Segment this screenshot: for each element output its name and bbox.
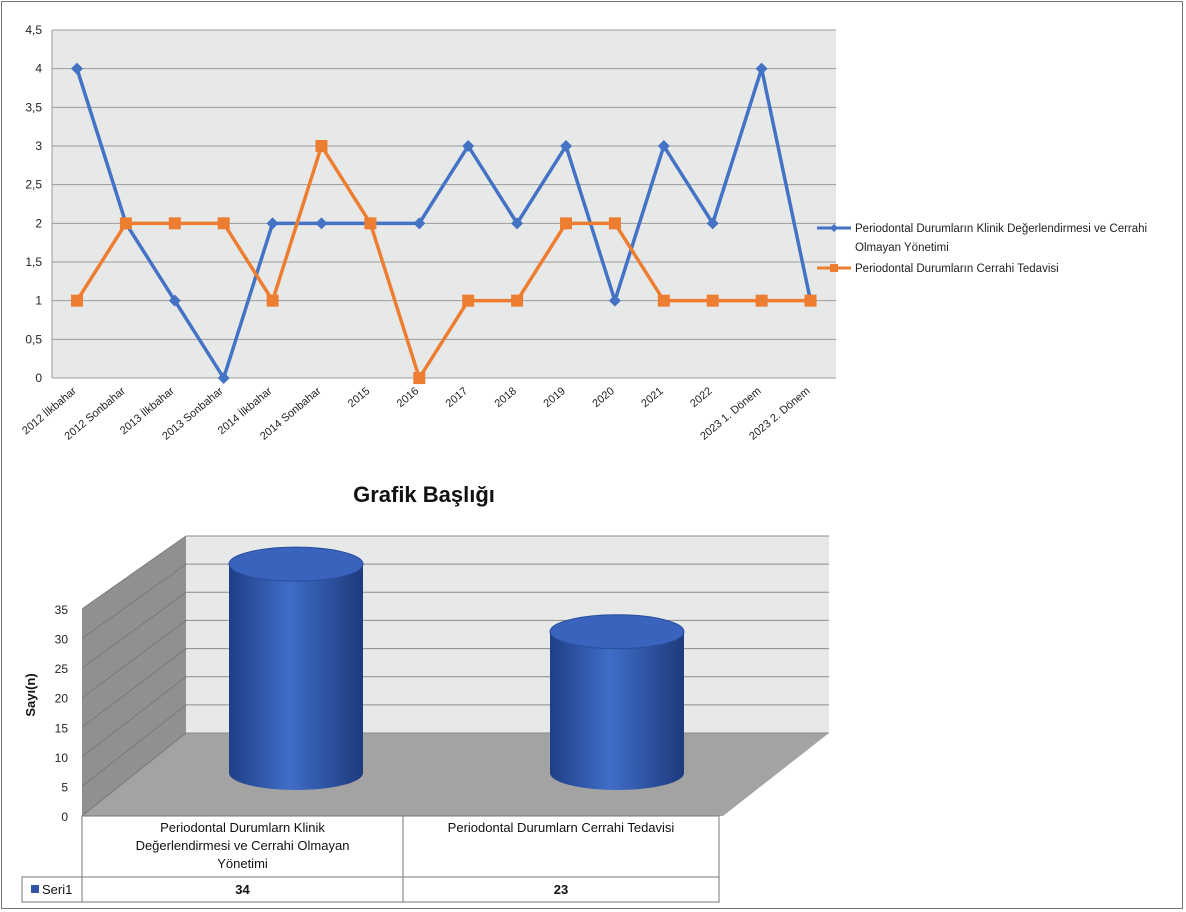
y-tick-label: 30 — [55, 633, 69, 647]
chart-title: Grafik Başlığı — [353, 482, 495, 507]
y-tick-label: 20 — [55, 692, 69, 706]
cylinder-bar — [550, 631, 684, 790]
side-gridline — [81, 648, 187, 728]
y-tick-label: 0 — [35, 371, 42, 385]
side-gridline — [81, 620, 187, 699]
table-data-row — [21, 876, 720, 903]
floor — [82, 733, 829, 816]
series-line-2 — [75, 144, 811, 380]
y-tick-label: 0 — [61, 810, 68, 824]
category-label: Periodontal Durumlarn Cerrahi Tedavisi — [448, 820, 675, 835]
y-tick-label: 3 — [35, 139, 42, 153]
series-1-point — [706, 217, 719, 230]
side-wall — [82, 536, 186, 816]
series-2-point — [511, 294, 524, 307]
series-1-point — [71, 62, 83, 75]
series-1-point — [217, 372, 230, 384]
series-2-point — [462, 294, 475, 307]
series-1-point — [608, 294, 621, 307]
series-2-point — [804, 294, 817, 307]
legend-label: Olmayan Yönetimi — [855, 242, 949, 254]
category-label: Yönetimi — [217, 856, 268, 871]
series-1-point — [413, 217, 426, 230]
series-2-point — [657, 294, 670, 307]
y-tick-label: 35 — [55, 603, 69, 617]
cylinder-top — [228, 546, 364, 582]
legend-marker — [830, 264, 838, 272]
y-tick-label: 10 — [55, 751, 69, 765]
y-tick-label: 1 — [35, 294, 42, 308]
table-header-row — [81, 815, 720, 878]
table-value: 34 — [235, 882, 250, 897]
cylinder-top — [549, 614, 685, 650]
y-tick-label: 25 — [55, 662, 69, 676]
series-2-point — [119, 217, 132, 230]
series-2-point — [71, 294, 83, 307]
x-tick-label: 2020 — [590, 385, 616, 410]
series-1-point — [168, 294, 181, 307]
cylinder-bar — [229, 564, 363, 790]
series-1-point — [266, 217, 279, 230]
x-tick-label: 2015 — [346, 385, 372, 410]
y-tick-label: 5 — [61, 780, 68, 794]
series-1-point — [462, 140, 475, 152]
x-tick-label: 2016 — [395, 385, 421, 410]
y-tick-label: 3,5 — [25, 100, 42, 114]
y-tick-label: 4,5 — [25, 23, 42, 37]
x-tick-label: 2018 — [493, 385, 519, 410]
legend-key-seri1 — [31, 885, 39, 893]
row-label-seri1: Seri1 — [42, 882, 72, 897]
series-1-point — [511, 217, 524, 230]
side-gridline — [81, 676, 187, 758]
x-tick-label: 2022 — [688, 385, 714, 410]
side-gridline — [81, 732, 187, 817]
side-gridline — [81, 704, 187, 787]
bar-chart: Grafik Başlığı 0 5 10 15 20 25 30 35 Sayı(n) Perio… — [21, 482, 829, 903]
series-2-point — [413, 372, 426, 384]
series-2-point — [755, 294, 768, 307]
series-2-point — [217, 217, 230, 230]
series-2-point — [608, 217, 621, 230]
series-2-point — [266, 294, 279, 307]
y-tick-label: 0,5 — [25, 332, 42, 346]
table-value: 23 — [554, 882, 568, 897]
series-2-point — [560, 217, 572, 230]
series-1-point — [315, 217, 328, 230]
x-tick-label: 2021 — [639, 385, 665, 410]
legend-label: Periodontal Durumların Klinik Değerlendi… — [855, 223, 1147, 235]
side-gridline — [81, 563, 187, 639]
y-tick-label: 1,5 — [25, 255, 42, 269]
plot-area — [52, 30, 836, 378]
legend-marker — [830, 224, 838, 232]
y-tick-label: 2 — [35, 216, 42, 230]
category-label: Periodontal Durumlarn Klinik — [160, 820, 325, 835]
y-tick-label: 2,5 — [25, 178, 42, 192]
series-2-point — [168, 217, 181, 230]
series-1-point — [560, 140, 572, 152]
side-gridline — [81, 535, 187, 610]
series-2-point — [315, 140, 328, 152]
category-label: Değerlendirmesi ve Cerrahi Olmayan — [136, 838, 350, 853]
series-line-1 — [75, 66, 813, 380]
series-2-point — [364, 217, 377, 230]
x-tick-label: 2017 — [444, 385, 470, 410]
side-gridline — [81, 591, 187, 669]
series-2-point — [706, 294, 719, 307]
x-tick-label: 2019 — [541, 385, 567, 410]
y-tick-label: 4 — [35, 62, 42, 76]
series-1-point — [755, 62, 768, 75]
legend-label: Periodontal Durumların Cerrahi Tedavisi — [855, 263, 1059, 275]
y-tick-label: 15 — [55, 721, 69, 735]
y-axis-label: Sayı(n) — [23, 673, 38, 716]
series-1-point — [657, 140, 670, 152]
